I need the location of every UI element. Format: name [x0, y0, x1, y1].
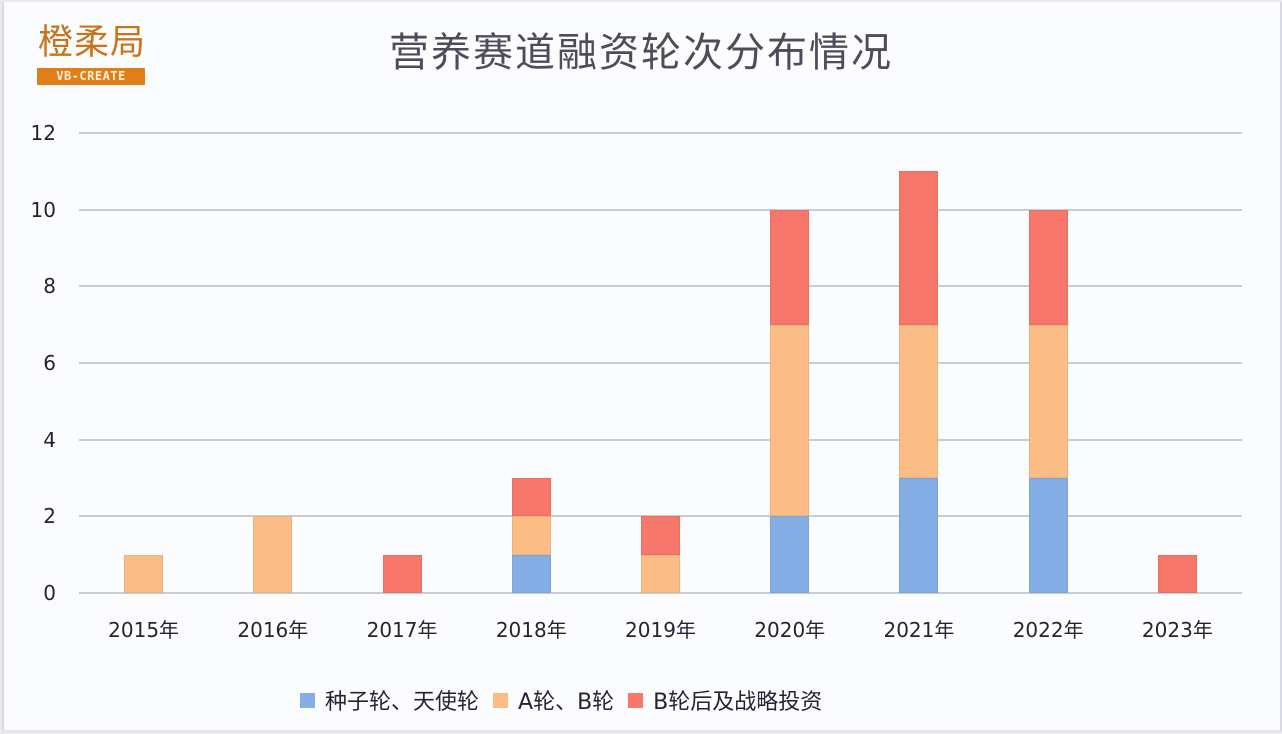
bar-segment	[1028, 209, 1068, 325]
y-axis-tick-label: 12	[30, 121, 56, 145]
bar-segment	[770, 324, 810, 517]
legend-item-a-b: A轮、B轮	[493, 684, 614, 716]
legend-swatch-a-b-icon	[493, 692, 509, 708]
bar-segment	[1028, 477, 1068, 593]
x-axis-tick-label: 2022年	[1012, 618, 1084, 642]
stacked-bar	[1157, 554, 1197, 593]
bar-segment	[511, 516, 551, 555]
bar-segment	[511, 478, 551, 517]
gridline	[79, 438, 1242, 441]
legend-swatch-post-b-strategic-icon	[628, 692, 644, 708]
gridline	[79, 362, 1242, 364]
chart-title: 营养赛道融资轮次分布情况	[389, 30, 893, 76]
x-axis-tick-label: 2019年	[625, 618, 696, 642]
y-axis-tick-label: 0	[43, 581, 56, 605]
bar-segment	[511, 554, 551, 593]
gridline	[79, 285, 1242, 288]
stacked-bar	[641, 516, 680, 593]
stacked-bar	[253, 516, 293, 593]
stacked-bar	[1028, 209, 1068, 593]
x-axis-tick-label: 2015年	[108, 618, 180, 642]
bar-segment	[382, 554, 422, 593]
logo-chinese-text: 橙柔局	[38, 23, 147, 63]
gridline	[79, 208, 1242, 211]
y-axis-tick-label: 6	[43, 351, 56, 375]
bar-segment	[641, 554, 680, 593]
y-axis-tick-label: 10	[30, 197, 56, 222]
stacked-bar	[382, 554, 422, 593]
bar-segment	[899, 477, 939, 593]
y-axis-tick-label: 4	[43, 427, 56, 452]
stacked-bar	[511, 478, 551, 593]
bar-segment	[1157, 554, 1197, 593]
bar-segment	[253, 516, 293, 593]
legend-label: B轮后及战略投资	[653, 690, 823, 715]
bar-segment	[1028, 324, 1068, 478]
x-axis-tick-label: 2018年	[495, 618, 567, 642]
bar-segment	[899, 324, 939, 478]
bar-segment	[124, 554, 164, 593]
gridline	[79, 132, 1242, 134]
stacked-bar	[770, 209, 810, 593]
bar-segment	[770, 209, 810, 325]
y-axis-tick-label: 8	[43, 274, 56, 299]
x-axis-tick-label: 2016年	[237, 618, 309, 642]
legend-swatch-seed-angel-icon	[300, 692, 315, 708]
gridline	[79, 592, 1242, 594]
y-axis-tick-label: 2	[43, 504, 56, 529]
stacked-bar	[124, 554, 164, 593]
legend-item-seed-angel: 种子轮、天使轮	[300, 684, 479, 716]
bar-segment	[641, 516, 680, 555]
chart-legend: 种子轮、天使轮 A轮、B轮 B轮后及战略投资	[300, 682, 822, 718]
x-axis-tick-label: 2017年	[366, 618, 438, 642]
legend-label: A轮、B轮	[518, 690, 615, 715]
bar-segment	[770, 516, 810, 593]
x-axis-tick-label: 2021年	[883, 618, 955, 642]
legend-item-post-b-strategic: B轮后及战略投资	[628, 684, 822, 716]
brand-logo: 橙柔局 VB-CREATE	[36, 22, 148, 88]
bar-segment	[899, 171, 939, 325]
x-axis-tick-label: 2023年	[1141, 618, 1213, 642]
x-axis-tick-label: 2020年	[754, 618, 826, 642]
stacked-bar	[899, 171, 939, 593]
logo-english-text: VB-CREATE	[37, 68, 145, 85]
legend-label: 种子轮、天使轮	[325, 690, 480, 715]
